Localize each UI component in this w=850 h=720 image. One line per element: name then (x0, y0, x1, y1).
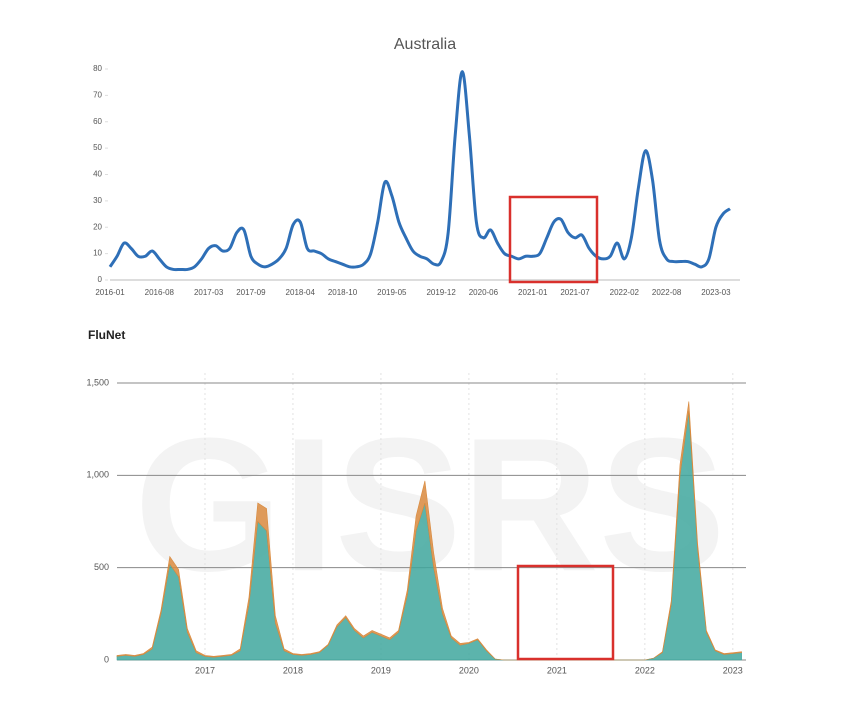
x-tick-label: 2021-07 (560, 288, 590, 297)
highlight-box (516, 564, 615, 661)
highlight-box (508, 195, 599, 284)
x-tick-label: 2020 (459, 665, 479, 675)
y-tick-label: 70 (93, 90, 102, 99)
chart-title: FluNet (88, 328, 125, 342)
y-tick-label: 80 (93, 64, 102, 73)
chart-title: Australia (394, 36, 456, 53)
x-tick-label: 2016-01 (95, 288, 125, 297)
x-tick-label: 2017-09 (236, 288, 266, 297)
y-tick-label: 0 (98, 275, 103, 284)
y-tick-label: 20 (93, 222, 102, 231)
x-tick-label: 2017 (195, 665, 215, 675)
x-tick-label: 2022 (635, 665, 655, 675)
x-tick-label: 2021 (547, 665, 567, 675)
x-tick-label: 2023 (723, 665, 743, 675)
line-series (108, 70, 731, 272)
x-tick-label: 2023-03 (701, 288, 731, 297)
y-tick-label: 50 (93, 143, 102, 152)
y-tick-label: 30 (93, 196, 102, 205)
x-tick-label: 2019 (371, 665, 391, 675)
y-tick-label: 60 (93, 117, 102, 126)
x-tick-label: 2020-06 (469, 288, 499, 297)
x-tick-label: 2018-10 (328, 288, 358, 297)
y-tick-label: 1,000 (86, 470, 109, 480)
x-tick-label: 2019-12 (426, 288, 456, 297)
y-tick-label: 10 (93, 249, 102, 258)
line-chart: 0 10 20 30 40 50 60 70 80 2016-01 2016-08 2017-03 20… (93, 64, 740, 297)
x-tick-label: 2021-01 (518, 288, 548, 297)
x-tick-label: 2019-05 (377, 288, 407, 297)
x-tick-label: 2018-04 (286, 288, 316, 297)
x-tick-label: 2017-03 (194, 288, 224, 297)
x-tick-label: 2018 (283, 665, 303, 675)
y-tick-label: 500 (94, 562, 109, 572)
y-tick-label: 40 (93, 170, 102, 179)
y-tick-label: 0 (104, 654, 109, 664)
area-chart: 2017 2018 2019 2020 2021 2022 2023 0 500 1,000 1,5… (86, 373, 746, 675)
x-tick-label: 2022-02 (610, 288, 640, 297)
x-tick-label: 2016-08 (145, 288, 175, 297)
area-series (116, 401, 742, 661)
y-tick-label: 1,500 (86, 377, 109, 387)
x-tick-label: 2022-08 (652, 288, 682, 297)
